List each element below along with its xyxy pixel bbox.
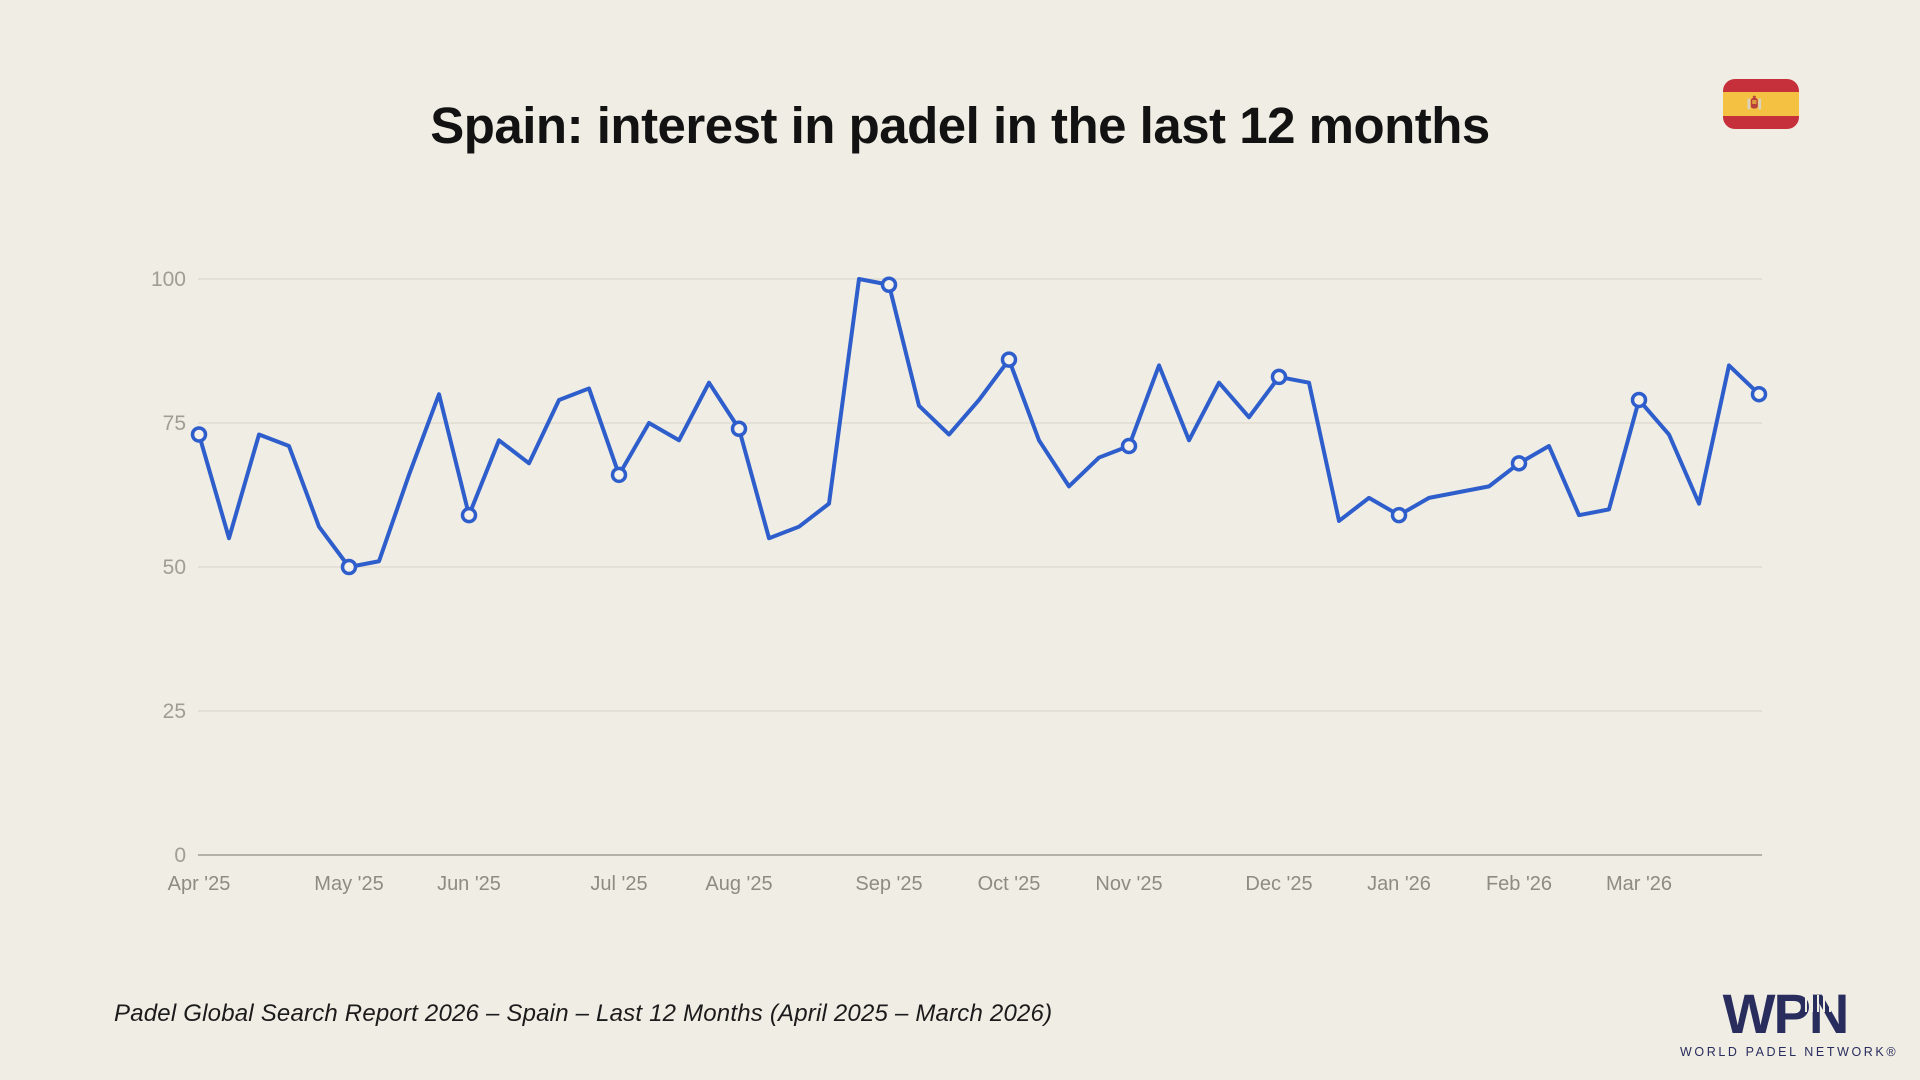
x-tick-label: May '25	[314, 873, 383, 895]
trend-line	[197, 277, 1761, 569]
data-point-marker	[880, 276, 898, 294]
report-caption: Padel Global Search Report 2026 – Spain …	[114, 1000, 1053, 1027]
x-tick-label: Jun '25	[437, 873, 501, 895]
data-point-marker	[1120, 437, 1138, 455]
x-tick-label: Dec '25	[1245, 873, 1312, 895]
x-tick-label: Nov '25	[1095, 873, 1162, 895]
y-tick-label: 0	[174, 844, 186, 867]
x-tick-label: Jul '25	[590, 873, 647, 895]
wpn-logo-subtext: WORLD PADEL NETWORK®	[1680, 1045, 1899, 1059]
wpn-logo: WPN WORLD PADEL NETWORK®	[1680, 982, 1899, 1059]
x-tick-label: Apr '25	[168, 873, 231, 895]
data-point-marker	[610, 466, 628, 484]
page-title: Spain: interest in padel in the last 12 …	[430, 97, 1490, 155]
y-tick-label: 100	[151, 268, 186, 291]
data-point-marker	[1270, 368, 1288, 386]
y-tick-label: 75	[163, 412, 186, 435]
flag-coat-of-arms	[1747, 95, 1762, 110]
x-tick-label: Oct '25	[978, 873, 1041, 895]
data-point-marker	[460, 506, 478, 524]
data-point-marker	[1510, 455, 1528, 472]
data-point-marker	[340, 558, 358, 576]
wpn-logo-letters: WPN	[1722, 982, 1850, 1045]
x-tick-label: Aug '25	[705, 873, 772, 895]
data-point-marker	[1630, 391, 1648, 409]
data-point-marker	[730, 420, 748, 438]
data-point-marker	[1750, 385, 1768, 403]
y-tick-label: 50	[163, 556, 186, 579]
data-point-marker	[190, 426, 208, 443]
x-tick-label: Sep '25	[855, 873, 922, 895]
data-point-marker	[1390, 506, 1408, 524]
data-point-marker	[1000, 351, 1018, 368]
x-tick-label: Feb '26	[1486, 873, 1552, 895]
spain-flag-icon	[1723, 79, 1799, 129]
x-tick-label: Jan '26	[1367, 873, 1431, 895]
y-tick-label: 25	[163, 700, 186, 723]
x-tick-label: Mar '26	[1606, 873, 1672, 895]
